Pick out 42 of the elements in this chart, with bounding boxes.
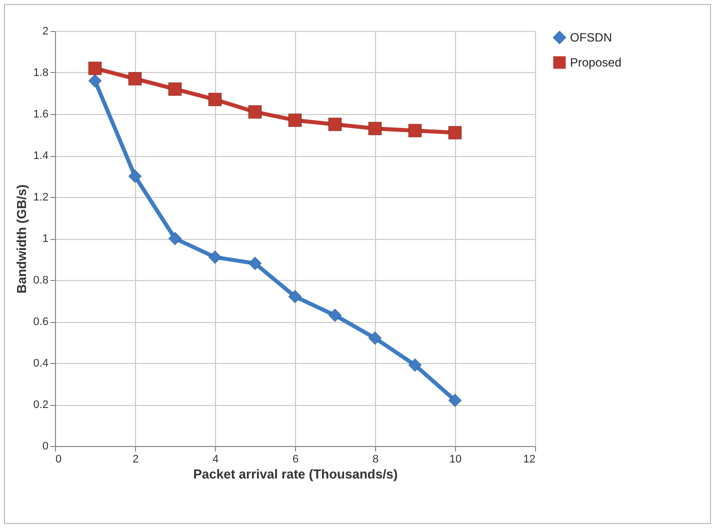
y-tick-label: 0 <box>42 440 48 452</box>
point <box>408 124 422 138</box>
point <box>88 74 102 88</box>
x-tick-label: 0 <box>56 454 62 466</box>
x-axis-title: Packet arrival rate (Thousands/s) <box>193 466 398 482</box>
legend-label: OFSDN <box>570 30 612 44</box>
point <box>288 290 302 304</box>
y-tick-label: 1.4 <box>33 150 48 162</box>
point <box>368 122 382 136</box>
y-tick-label: 0.4 <box>33 358 48 370</box>
x-tick-label: 4 <box>212 454 219 466</box>
point <box>128 72 142 86</box>
point <box>128 169 142 184</box>
point <box>208 92 222 106</box>
point <box>328 308 342 322</box>
point <box>448 126 462 140</box>
point <box>248 105 262 119</box>
point <box>408 358 422 372</box>
point <box>288 113 302 127</box>
y-tick-label: 0.2 <box>33 399 48 411</box>
y-tick-label: 0.8 <box>33 274 48 286</box>
x-tick-label: 6 <box>292 454 299 466</box>
x-tick-label: 8 <box>372 454 379 466</box>
point <box>368 331 382 345</box>
x-tick-label: 2 <box>132 454 139 466</box>
x-tick-label: 12 <box>523 454 536 466</box>
x-tick-label: 10 <box>449 454 462 466</box>
point <box>168 82 182 96</box>
point <box>88 62 102 76</box>
point <box>448 394 462 408</box>
y-tick-label: 1.6 <box>33 108 48 120</box>
legend-label: Proposed <box>570 56 622 70</box>
point <box>208 250 222 264</box>
y-tick-label: 2 <box>42 26 48 38</box>
point <box>248 256 262 270</box>
y-tick-label: 1 <box>42 233 48 245</box>
point <box>168 232 182 246</box>
y-tick-label: 0.6 <box>33 316 48 328</box>
y-tick-label: 1.8 <box>33 67 48 79</box>
y-axis-title: Bandwidth (GB/s) <box>14 184 30 294</box>
y-tick-label: 1.2 <box>33 192 48 204</box>
point <box>328 118 342 132</box>
